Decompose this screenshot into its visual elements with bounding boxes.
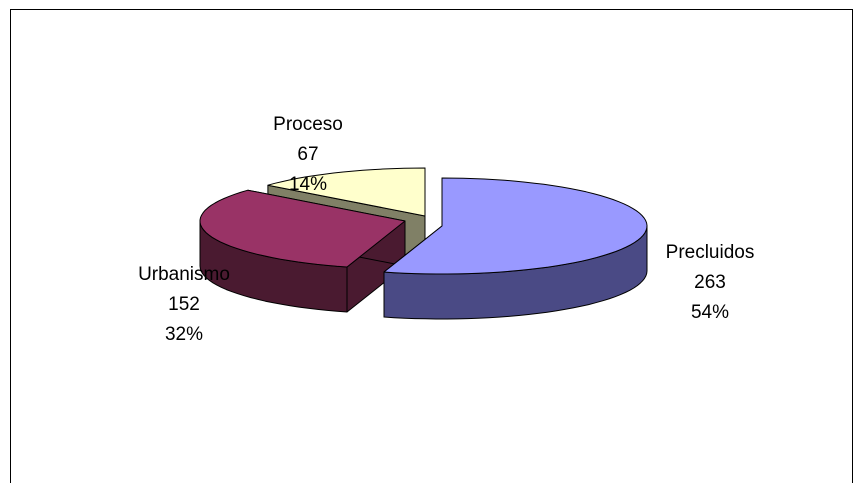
pie-slices [199,167,648,320]
label-proceso-value: 67 [297,144,318,165]
slice-label-urbanismo: Urbanismo 152 32% [138,264,230,345]
slice-proceso-top [267,167,426,217]
slice-urbanismo-top [199,189,406,268]
label-precluidos-value: 263 [694,272,726,293]
slice-label-precluidos: Precluidos 263 54% [666,242,755,323]
label-proceso-percent: 14% [289,174,327,195]
slice-precluidos-top [383,177,648,275]
slice-precluidos [383,177,648,320]
label-urbanismo-name: Urbanismo [138,264,230,285]
label-proceso-name: Proceso [273,114,343,135]
label-urbanismo-value: 152 [168,294,200,315]
label-urbanismo-percent: 32% [165,324,203,345]
label-precluidos-name: Precluidos [666,242,755,263]
label-precluidos-percent: 54% [691,302,729,323]
slice-label-proceso: Proceso 67 14% [273,114,343,195]
slice-urbanismo [199,189,406,313]
